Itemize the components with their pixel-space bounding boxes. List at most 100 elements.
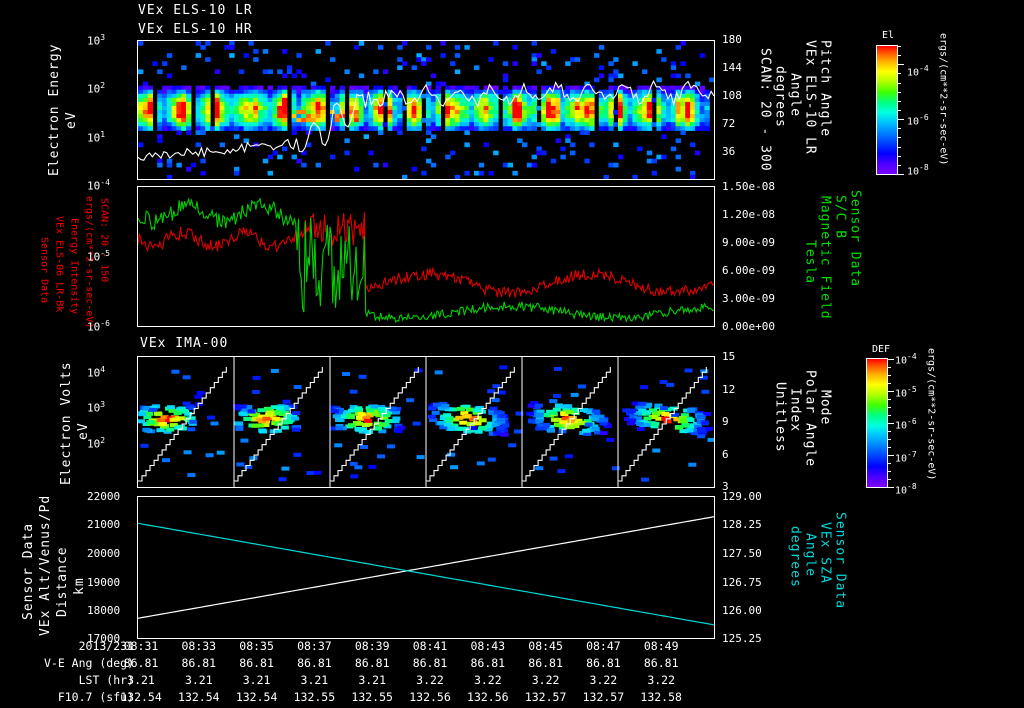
footer-cell-r1-c4: 86.81 [354, 656, 390, 670]
panel1-title-lr: VEx ELS-10 LR [138, 3, 253, 18]
panel4-y-label-km: km [72, 577, 87, 595]
panel4-ytick-22000: 22000 [87, 490, 121, 503]
panel4-y-label-sensor: Sensor Data [21, 522, 36, 620]
footer-cell-r2-c4: 3.21 [358, 673, 387, 687]
panel4-y2-label-degrees: degrees [787, 526, 803, 588]
panel2-y2-label-field: Magnetic Field [817, 196, 833, 320]
panel3-colorbar [866, 358, 894, 488]
footer-cell-r0-c5: 08:41 [412, 639, 448, 653]
footer-cell-r3-c3: 132.55 [293, 690, 336, 704]
footer-cell-r3-c7: 132.57 [524, 690, 567, 704]
panel1-colorbar-tick-3: 10-8 [907, 163, 929, 178]
panel3-plot-area [137, 356, 715, 488]
footer-cell-r3-c1: 132.54 [178, 690, 220, 704]
panel4-ytick-19000: 19000 [87, 576, 121, 589]
panel2-y-label-units: ergs/(cm**2-sr-sec-eV) [83, 196, 95, 329]
panel2-ytick-3: 10-6 [87, 319, 110, 334]
panel1-colorbar-title: El [882, 30, 895, 41]
footer-cell-r2-c5: 3.22 [416, 673, 444, 687]
footer-row-label-0: 2013/231 [78, 639, 134, 653]
panel3-y2-label-unitless: Unitless [772, 382, 788, 453]
footer-cell-r1-c1: 86.81 [181, 656, 217, 670]
panel4-y2-label-sensor: Sensor Data [832, 512, 848, 610]
panel1-y2tick-180: 180 [722, 33, 742, 46]
panel1-y-units: eV [64, 111, 79, 129]
panel2-y-label-sensor: Sensor Data [38, 237, 50, 304]
panel4-ytick-18000: 18000 [87, 604, 121, 617]
panel3-colorbar-units: ergs/(cm**2-sr-sec-eV) [925, 348, 937, 481]
footer-cell-r3-c0: 132.54 [120, 690, 162, 704]
panel1-ytick-1e2: 102 [87, 81, 106, 96]
panel3-colorbar-tick-2: 10-5 [895, 385, 917, 400]
panel3-y2tick-3: 3 [722, 480, 729, 493]
panel1-colorbar-tick-2: 10-6 [907, 113, 929, 128]
panel1-y2-label-degrees: degrees [772, 66, 788, 128]
panel3-y2tick-15: 15 [722, 350, 736, 363]
footer-cell-r0-c8: 08:47 [586, 639, 621, 653]
footer-data-table: 2013/231 08:31 08:33 08:35 08:37 08:39 08:41 08… [0, 639, 1024, 708]
panel4-ytick-21000: 21000 [87, 518, 121, 531]
footer-cell-r1-c3: 86.81 [297, 656, 332, 670]
panel2-plot-area [137, 186, 715, 327]
panel3-y-label: Electron Volts [59, 361, 74, 485]
panel4-y2tick-5: 126.00 [722, 604, 762, 617]
footer-cell-r2-c6: 3.22 [473, 673, 502, 687]
panel4-plot-area [137, 496, 715, 639]
panel1-colorbar-tick-1: 10-4 [907, 64, 929, 79]
footer-cell-r2-c9: 3.22 [647, 673, 676, 687]
panel3-ytick-1e3: 103 [87, 400, 106, 415]
footer-cell-r3-c4: 132.55 [351, 690, 393, 704]
footer-row-label-2: LST (hr) [78, 673, 134, 687]
footer-cell-r0-c7: 08:45 [528, 639, 563, 653]
panel3-y2-label-index: Index [787, 388, 803, 433]
footer-cell-r1-c2: 86.81 [239, 656, 274, 670]
panel2-y-label-scan: SCAN: 20 - 150 [98, 198, 110, 283]
footer-cell-r1-c8: 86.81 [586, 656, 621, 670]
panel1-y2tick-144: 144 [722, 61, 742, 74]
footer-cell-r3-c5: 132.56 [409, 690, 451, 704]
panel3-y2tick-12: 12 [722, 383, 736, 396]
footer-cell-r1-c7: 86.81 [528, 656, 563, 670]
panel4-ytick-17000: 17000 [87, 632, 121, 645]
panel3-colorbar-title: DEF [872, 344, 891, 355]
panel3-y2-label-polar: Polar Angle [802, 370, 818, 468]
footer-cell-r3-c9: 132.58 [640, 690, 682, 704]
panel2-y2-label-sensor: Sensor Data [847, 190, 863, 288]
panel1-y2-label-sensor: VEx ELS-10 LR [802, 40, 818, 155]
footer-cell-r0-c2: 08:35 [239, 639, 274, 653]
footer-cell-r0-c3: 08:37 [297, 639, 332, 653]
panel4-y2tick-3: 127.50 [722, 547, 762, 560]
panel1-spectrogram [138, 41, 714, 179]
panel2-y2tick-4: 6.00e-09 [722, 264, 775, 277]
panel2-ytick-2: 10-5 [87, 249, 110, 264]
footer-cell-r0-c4: 08:39 [354, 639, 390, 653]
footer-cell-r3-c6: 132.56 [467, 690, 509, 704]
footer-cell-r1-c6: 86.81 [470, 656, 506, 670]
footer-row-label-1: V-E Ang (deg) [43, 656, 134, 670]
panel4-ytick-20000: 20000 [87, 547, 121, 560]
footer-cell-r2-c1: 3.21 [184, 673, 213, 687]
panel3-colorbar-tick-1: 10-4 [895, 352, 917, 367]
panel3-y2-label-mode: Mode [817, 390, 833, 426]
footer-cell-r1-c5: 86.81 [412, 656, 448, 670]
footer-row-label-3: F10.7 (sfu) [57, 690, 134, 704]
panel2-y-label-instrument: VEx ELS-06 LR-Bk [53, 216, 65, 313]
panel2-y2tick-2: 1.20e-08 [722, 208, 775, 221]
panel4-y2-label-sza: VEx SZA [817, 522, 833, 584]
footer-cell-r3-c8: 132.57 [582, 690, 625, 704]
panel4-lines [138, 516, 714, 626]
panel3-ytick-1e2: 102 [87, 436, 106, 451]
footer-cell-r0-c1: 08:33 [181, 639, 217, 653]
panel1-y2tick-36: 36 [722, 145, 736, 158]
footer-cell-r1-c9: 86.81 [643, 656, 679, 670]
footer-cell-r2-c2: 3.21 [242, 673, 271, 687]
panel1-y2tick-108: 108 [722, 89, 742, 102]
panel3-title: VEx IMA-00 [140, 336, 229, 351]
panel4-y2tick-6: 125.25 [722, 632, 762, 645]
panel1-ytick-1e1: 101 [87, 130, 106, 145]
panel3-colorbar-tick-5: 10-8 [895, 482, 917, 497]
panel1-ytick-1e3: 103 [87, 33, 106, 48]
panel4-y2tick-1: 129.00 [722, 490, 762, 503]
panel1-plot-area [137, 40, 715, 180]
